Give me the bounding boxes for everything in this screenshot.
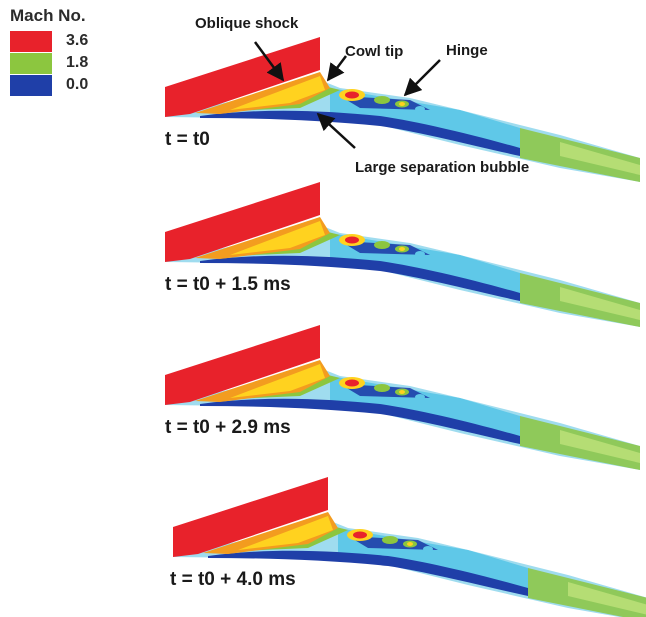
legend-entry-low: 0.0: [10, 74, 150, 96]
oblique-shock-label: Oblique shock: [195, 15, 299, 32]
legend-swatch-red: [10, 30, 52, 52]
frame-3-time-label: t = t0 + 2.9 ms: [165, 417, 291, 438]
legend-entry-mid: 1.8: [10, 52, 150, 74]
legend-value: 3.6: [66, 32, 89, 49]
frame-3-flow-field: [165, 325, 640, 470]
hinge-arrow: [403, 59, 441, 97]
legend-swatch-blue: [10, 74, 52, 96]
cowl-tip-label: Cowl tip: [345, 43, 403, 60]
cowl-tip-arrow: [326, 55, 347, 82]
legend-swatch-green: [10, 52, 52, 74]
separation-label: Large separation bubble: [355, 159, 529, 176]
legend-value: 1.8: [66, 54, 89, 71]
frame-1-time-label: t = t0: [165, 129, 210, 150]
legend-entry-high: 3.6: [10, 30, 150, 52]
frame-2-flow-field: [165, 182, 640, 327]
separation-arrow: [316, 112, 356, 149]
legend-title: Mach No.: [10, 6, 86, 25]
oblique-shock-arrow: [253, 41, 285, 82]
hinge-label: Hinge: [446, 42, 488, 59]
legend-value: 0.0: [66, 76, 89, 93]
frame-2-time-label: t = t0 + 1.5 ms: [165, 274, 291, 295]
frame-4-flow-field: [173, 477, 646, 617]
frame-4-time-label: t = t0 + 4.0 ms: [170, 569, 296, 590]
mach-legend: Mach No. 3.6 1.8 0.0: [10, 6, 150, 96]
